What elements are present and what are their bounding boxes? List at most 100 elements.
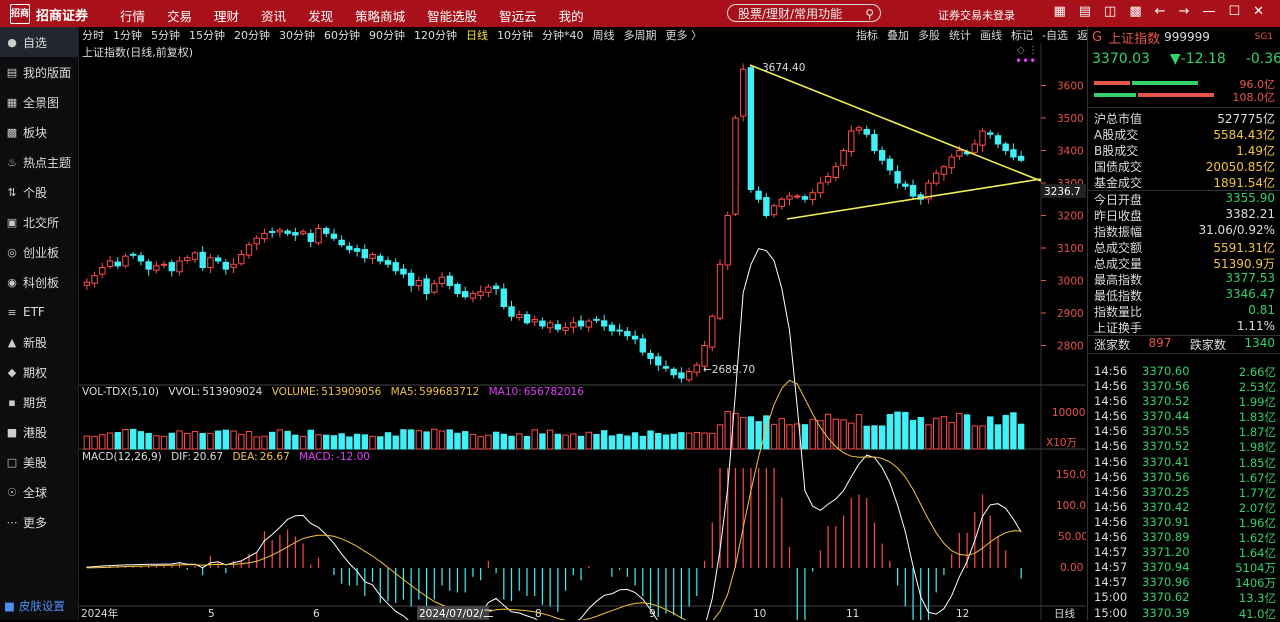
tool-button[interactable]: 标记 <box>1011 29 1033 42</box>
sidebar-item-bse[interactable]: ▣ 北交所 <box>0 207 78 237</box>
tick-time: 15:00 <box>1094 590 1128 605</box>
tool-button[interactable]: 叠加 <box>887 29 909 42</box>
sidebar-item-chinext[interactable]: ◎ 创业板 <box>0 237 78 267</box>
chart-icon[interactable]: ▤ <box>1078 4 1092 19</box>
grid-icon[interactable]: ▩ <box>1129 4 1142 19</box>
period-tab[interactable]: 周线 <box>592 29 615 42</box>
price-axis-tick: 3100 <box>1057 243 1084 255</box>
collapse-icon[interactable]: ◇ ⋮ <box>1017 45 1038 56</box>
period-tab[interactable]: 多周期 <box>623 29 657 42</box>
candle-body <box>570 322 577 328</box>
search-icon[interactable]: ⚲ <box>865 7 874 21</box>
menu-item[interactable]: 资讯 <box>261 9 287 24</box>
menu-item[interactable]: 理财 <box>214 9 240 24</box>
sidebar-item-panorama[interactable]: ▦ 全景图 <box>0 87 78 117</box>
menu-item[interactable]: 我的 <box>558 9 584 24</box>
menu-item[interactable]: 行情 <box>120 9 146 24</box>
volume-bar <box>647 430 654 450</box>
period-tab[interactable]: 20分钟 <box>234 29 270 42</box>
menu-item[interactable]: 智能选股 <box>427 9 478 24</box>
period-tab[interactable]: 60分钟 <box>324 29 360 42</box>
menu-item[interactable]: 智远云 <box>499 9 537 24</box>
price-axis-tick: 3400 <box>1057 146 1084 158</box>
tick-volume: 2.07亿 <box>1238 500 1276 515</box>
volume-bar <box>245 431 253 450</box>
cube-icon[interactable]: ◫ <box>1104 4 1117 19</box>
sidebar-item-etf[interactable]: ≡ ETF <box>0 297 78 327</box>
candle-body <box>207 257 214 269</box>
tick-time: 14:57 <box>1094 575 1128 590</box>
maximize-icon[interactable]: ☐ <box>1228 4 1241 19</box>
tool-button[interactable]: 统计 <box>949 29 971 42</box>
volume-bar <box>1002 414 1009 450</box>
tool-button[interactable]: 画线 <box>980 29 1002 42</box>
tick-time: 14:56 <box>1094 439 1128 454</box>
tool-button[interactable]: 多股 <box>918 29 940 42</box>
candle-body <box>770 205 778 216</box>
sidebar-item-watchlist[interactable]: ● 自选 <box>0 27 78 57</box>
tech-icon: ◉ <box>7 275 17 289</box>
volume-bar <box>902 411 909 450</box>
candle-body <box>160 263 168 266</box>
login-status[interactable]: 证券交易未登录 <box>938 9 1015 22</box>
period-tab[interactable]: 分钟*40 <box>542 29 584 42</box>
indicator-dots-icon[interactable]: ••• <box>1015 54 1036 68</box>
period-tab[interactable]: 90分钟 <box>369 29 405 42</box>
candle-body <box>554 324 562 330</box>
sidebar-item-hot-topics[interactable]: ♨ 热点主题 <box>0 147 78 177</box>
period-tab-selected[interactable]: 日线 <box>466 29 488 42</box>
sidebar-item-my-layout[interactable]: ▤ 我的版面 <box>0 57 78 87</box>
candle-body <box>1017 155 1025 161</box>
sidebar-item-stocks[interactable]: ⇅ 个股 <box>0 177 78 207</box>
sidebar-item-more[interactable]: ⋯ 更多 <box>0 507 78 537</box>
candle-body <box>338 239 345 246</box>
candle-body <box>516 314 523 319</box>
quote-price-row: 3370.03 ▼-12.18 -0.36% <box>1088 47 1280 71</box>
minimize-icon[interactable]: — <box>1202 4 1216 19</box>
search-input[interactable]: 股票/理财/常用功能 ⚲ <box>727 4 881 22</box>
quote-tag: SG1 <box>1254 32 1273 42</box>
sidebar-item-sector[interactable]: ▩ 板块 <box>0 117 78 147</box>
sidebar-item-star-market[interactable]: ◉ 科创板 <box>0 267 78 297</box>
volume-bar <box>392 435 399 450</box>
volume-bar <box>709 432 716 450</box>
volume-bar <box>577 435 585 450</box>
calendar-icon[interactable]: ▦ <box>1053 4 1066 19</box>
layout-icon: ▤ <box>6 65 18 79</box>
period-tab[interactable]: 更多 〉 <box>665 29 703 42</box>
sidebar-item-us[interactable]: □ 美股 <box>0 447 78 477</box>
period-tab[interactable]: 10分钟 <box>497 29 533 42</box>
sidebar-item-label: 更多 <box>23 515 48 530</box>
skin-settings[interactable]: ■ 皮肤设置 <box>4 598 65 614</box>
candle-body <box>446 275 453 286</box>
candle-body <box>407 272 415 286</box>
period-tab[interactable]: 5分钟 <box>151 29 180 42</box>
period-bar: 分时 1分钟 5分钟 15分钟 20分钟 30分钟 60分钟 90分钟 120分… <box>82 27 1086 43</box>
tick-time: 14:56 <box>1094 379 1128 394</box>
sidebar-item-hk[interactable]: ■ 港股 <box>0 417 78 447</box>
sidebar-item-ipo[interactable]: ▲ 新股 <box>0 327 78 357</box>
period-tab[interactable]: 1分钟 <box>113 29 142 42</box>
tool-button[interactable]: 指标 <box>856 29 878 42</box>
candlestick-chart[interactable]: 360035003400330032003100300029002800 367… <box>79 43 1086 620</box>
period-tab[interactable]: 120分钟 <box>414 29 457 42</box>
period-tab[interactable]: 30分钟 <box>279 29 315 42</box>
ma10-label: MA10: <box>489 386 522 398</box>
menu-item[interactable]: 发现 <box>308 9 334 24</box>
menu-item[interactable]: 交易 <box>167 9 193 24</box>
period-tab[interactable]: 15分钟 <box>189 29 225 42</box>
tool-button[interactable]: -自选 <box>1042 29 1068 42</box>
back-icon[interactable]: ← <box>1154 4 1166 19</box>
close-icon[interactable]: ✕ <box>1253 4 1264 19</box>
tick-row: 14:56 3370.25 1.77亿 <box>1088 485 1280 500</box>
sidebar-item-futures[interactable]: ▪ 期货 <box>0 387 78 417</box>
sidebar-item-options[interactable]: ◆ 期权 <box>0 357 78 387</box>
forward-icon[interactable]: → <box>1178 4 1190 19</box>
period-tab[interactable]: 分时 <box>82 29 104 42</box>
tick-time: 14:57 <box>1094 545 1128 560</box>
sidebar-item-global[interactable]: ☉ 全球 <box>0 477 78 507</box>
tick-list[interactable]: 14:56 3370.60 2.66亿 14:56 3370.56 2.53亿 14:56 3… <box>1088 364 1280 621</box>
app-logo[interactable]: 招商 招商证券 <box>10 4 88 24</box>
volume-bar <box>114 432 121 450</box>
menu-item[interactable]: 策略商城 <box>355 9 406 24</box>
